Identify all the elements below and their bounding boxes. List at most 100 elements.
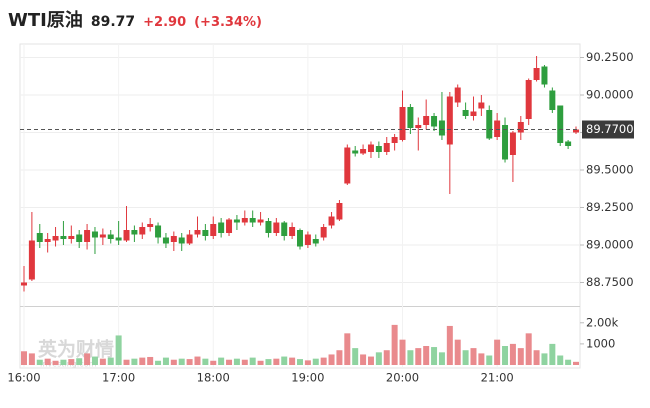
volume-bar xyxy=(533,350,540,365)
volume-bar xyxy=(360,354,367,365)
volume-bar xyxy=(423,346,430,365)
candle-body xyxy=(454,87,461,103)
candle-body xyxy=(320,227,327,238)
volume-bar xyxy=(297,359,303,365)
volume-bar xyxy=(502,346,509,365)
volume-bar xyxy=(107,357,114,365)
volume-bar xyxy=(462,350,469,365)
volume-bar xyxy=(147,356,154,365)
volume-bar xyxy=(131,358,138,365)
volume-bar xyxy=(565,359,572,365)
volume-bar xyxy=(486,355,493,365)
volume-bar xyxy=(470,348,477,365)
volume-bar xyxy=(218,357,225,365)
volume-bar xyxy=(320,357,327,365)
candle-body xyxy=(438,120,445,136)
volume-bar xyxy=(344,333,351,365)
candle-body xyxy=(107,234,114,239)
volume-bar xyxy=(431,347,438,365)
candle-body xyxy=(155,225,162,238)
volume-bar xyxy=(557,355,564,365)
watermark: Investing.com xyxy=(40,360,97,369)
x-tick-label: 16:00 xyxy=(7,371,40,385)
candle-body xyxy=(494,120,501,137)
volume-bar xyxy=(28,353,35,365)
volume-bar xyxy=(494,339,501,365)
candle-body xyxy=(423,116,430,125)
volume-bar xyxy=(257,360,264,365)
volume-bar xyxy=(60,359,67,365)
volume-bar xyxy=(399,339,406,365)
candle-body xyxy=(383,143,390,152)
y-tick-label: 89.5000 xyxy=(586,163,634,177)
volume-bar xyxy=(541,353,548,365)
x-tick-label: 20:00 xyxy=(386,371,419,385)
instrument-name: WTI原油 xyxy=(8,10,83,31)
candle-body xyxy=(360,149,367,154)
y-tick-label: 90.2500 xyxy=(586,50,634,64)
volume-bar xyxy=(76,358,83,365)
candle-body xyxy=(273,222,280,233)
last-price: 89.77 xyxy=(90,14,136,30)
volume-bar xyxy=(549,343,556,365)
candle-body xyxy=(517,122,524,133)
candle-body xyxy=(84,230,91,242)
volume-bar xyxy=(241,359,248,365)
header: WTI原油 89.77 +2.90 (+3.34%) xyxy=(8,6,262,31)
volume-bar xyxy=(186,359,193,365)
volume-bar xyxy=(194,356,201,365)
volume-bar xyxy=(375,352,382,365)
volume-bar xyxy=(52,360,59,365)
candle-body xyxy=(202,230,209,236)
volume-bar xyxy=(202,358,209,365)
candle-body xyxy=(44,239,51,242)
volume-bar xyxy=(91,356,98,365)
candle-body xyxy=(344,147,351,184)
candle-body xyxy=(162,237,169,244)
candle-body xyxy=(265,221,272,233)
x-tick-label: 19:00 xyxy=(291,371,324,385)
volume-bar xyxy=(249,357,256,365)
volume-y-tick-label: 2.00k xyxy=(586,315,619,329)
candle-body xyxy=(99,234,106,238)
volume-bar xyxy=(123,359,130,365)
candle-body xyxy=(336,203,343,220)
candle-body xyxy=(52,236,59,241)
volume-bar xyxy=(84,353,91,365)
last-price-box xyxy=(582,120,634,139)
x-tick-label: 21:00 xyxy=(481,371,514,385)
candle-body xyxy=(312,239,319,244)
volume-bar xyxy=(407,350,414,365)
candle-body xyxy=(186,234,193,244)
x-tick-label: 18:00 xyxy=(197,371,230,385)
last-price-label: 89.7700 xyxy=(586,122,634,136)
volume-bar xyxy=(233,358,240,365)
candle-body xyxy=(60,236,67,239)
candle-body xyxy=(352,150,359,154)
volume-bar xyxy=(115,335,122,365)
volume-bar xyxy=(525,333,532,365)
candle-body xyxy=(573,129,579,133)
candle-body xyxy=(76,234,83,242)
plot-frame xyxy=(19,43,581,369)
candle-body xyxy=(367,144,374,152)
candle-body xyxy=(478,102,485,109)
candle-body xyxy=(123,230,130,241)
volume-bar xyxy=(99,358,106,365)
candle-body xyxy=(249,218,256,223)
candle-body xyxy=(194,230,201,235)
volume-bar xyxy=(517,348,524,365)
y-tick-label: 88.7500 xyxy=(586,275,634,289)
candle-body xyxy=(565,141,572,146)
candle-body xyxy=(549,90,556,110)
volume-bar xyxy=(265,359,272,365)
volume-bar xyxy=(170,359,177,365)
volume-bar xyxy=(352,348,359,365)
volume-bar xyxy=(304,360,311,365)
candle-body xyxy=(218,222,225,233)
candle-body xyxy=(281,222,288,236)
volume-bar xyxy=(226,359,233,365)
volume-bar xyxy=(438,352,445,365)
volume-bar xyxy=(36,359,43,365)
